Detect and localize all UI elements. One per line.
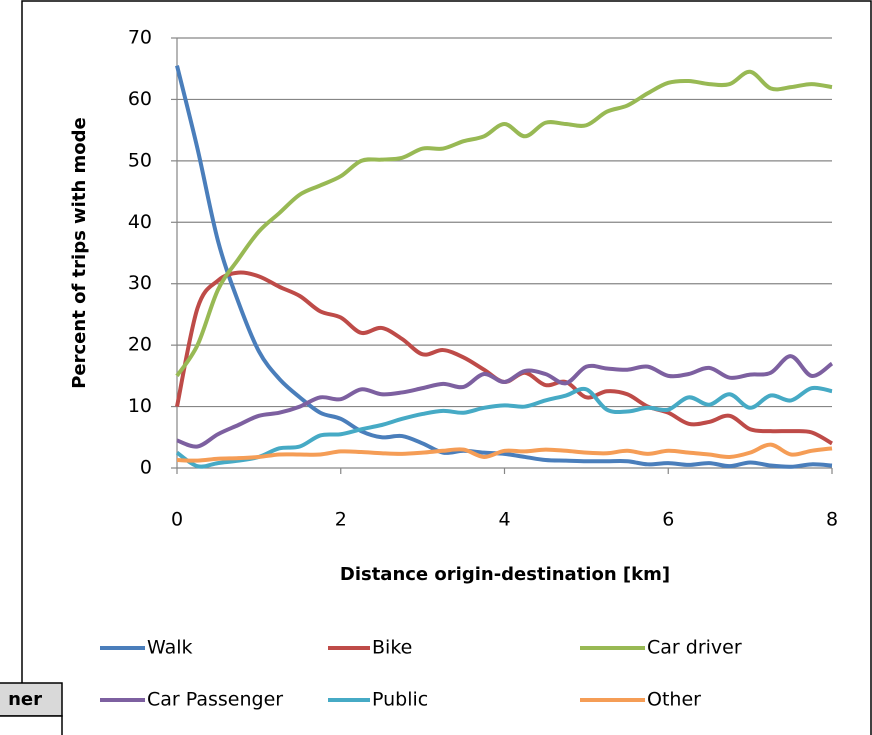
- y-tick-label: 60: [128, 88, 152, 110]
- legend-label: Walk: [147, 637, 193, 659]
- legend-label: Other: [647, 689, 701, 711]
- legend-label: Car Passenger: [147, 689, 283, 711]
- x-axis-label: Distance origin-destination [km]: [340, 564, 670, 585]
- series-line: [175, 385, 833, 469]
- x-tick-label: 2: [335, 509, 347, 531]
- series-line: [176, 442, 833, 463]
- y-tick-label: 10: [128, 395, 152, 417]
- legend-label: Car driver: [647, 637, 742, 659]
- y-tick-label: 40: [128, 211, 152, 233]
- x-tick-label: 8: [826, 509, 838, 531]
- table-cell: [0, 715, 63, 735]
- y-tick-label: 50: [128, 149, 152, 171]
- chart-border: [21, 0, 872, 735]
- y-tick-label: 70: [128, 27, 152, 49]
- y-tick-label: 30: [128, 272, 152, 294]
- x-tick-label: 0: [171, 509, 183, 531]
- y-tick-label: 0: [140, 457, 152, 479]
- table-header-text: ner: [8, 689, 42, 710]
- table-header-cell: [0, 682, 63, 717]
- legend-label: Bike: [372, 637, 412, 659]
- y-tick-label: 20: [128, 334, 152, 356]
- y-axis-label: Percent of trips with mode: [69, 117, 90, 389]
- x-tick-label: 6: [662, 509, 674, 531]
- x-tick-label: 4: [498, 509, 510, 531]
- series-line: [176, 354, 834, 449]
- series-line: [175, 270, 833, 446]
- legend-label: Public: [372, 689, 428, 711]
- series-line: [175, 69, 833, 378]
